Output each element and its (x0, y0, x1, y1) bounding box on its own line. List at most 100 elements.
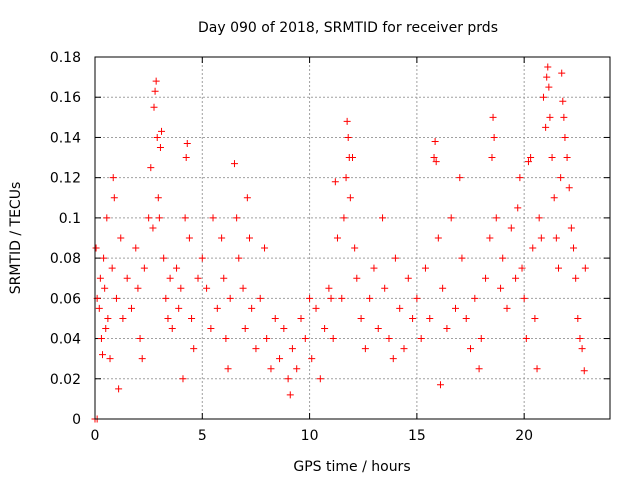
data-point (183, 139, 191, 147)
data-point (389, 355, 397, 363)
data-point (267, 365, 275, 373)
data-point (555, 264, 562, 272)
data-point (507, 224, 515, 232)
data-point (226, 294, 234, 302)
data-point (329, 335, 337, 343)
data-point (233, 214, 241, 222)
data-point (106, 355, 114, 363)
data-point (194, 274, 202, 282)
data-point (340, 214, 348, 222)
data-point (203, 284, 211, 292)
y-tick-label: 0 (72, 412, 81, 428)
data-point (123, 274, 131, 282)
data-point (432, 158, 440, 166)
data-point (497, 284, 505, 292)
chart-title: Day 090 of 2018, SRMTID for receiver prd… (198, 20, 498, 36)
data-point (529, 244, 537, 252)
data-point (316, 375, 324, 383)
data-point (342, 174, 350, 182)
data-points (91, 63, 589, 423)
data-point (346, 194, 354, 202)
data-point (520, 294, 528, 302)
data-point (524, 158, 532, 166)
data-point (209, 214, 217, 222)
data-point (99, 351, 107, 359)
data-point (108, 264, 116, 272)
data-point (321, 325, 329, 332)
data-point (152, 77, 160, 85)
data-point (546, 113, 554, 121)
data-point (293, 365, 301, 373)
data-point (381, 284, 389, 292)
data-point (301, 335, 309, 343)
data-point (475, 365, 483, 373)
data-point (361, 345, 369, 353)
x-tick-label: 5 (198, 428, 207, 444)
data-point (220, 274, 228, 282)
data-point (145, 214, 153, 222)
grid-lines (95, 57, 610, 419)
data-point (561, 133, 569, 141)
data-point (559, 97, 567, 105)
data-point (190, 345, 198, 353)
data-point (370, 264, 378, 272)
data-point (119, 314, 127, 322)
data-point (218, 234, 226, 242)
data-point (198, 254, 206, 262)
x-tick-label: 15 (408, 428, 426, 444)
data-point (173, 264, 181, 272)
data-point (284, 375, 292, 383)
data-point (580, 367, 588, 375)
data-point (177, 284, 185, 292)
data-point (182, 154, 190, 162)
data-point (489, 113, 497, 121)
data-point (160, 254, 168, 262)
data-point (492, 214, 500, 222)
data-point (558, 69, 566, 77)
y-tick-label: 0.04 (50, 332, 81, 348)
data-point (516, 174, 524, 182)
data-point (252, 345, 260, 353)
data-point (327, 294, 335, 302)
x-tick-label: 10 (301, 428, 319, 444)
data-point (150, 103, 158, 111)
data-point (443, 325, 451, 332)
y-tick-label: 0.12 (50, 171, 81, 187)
y-axis-label: SRMTID / TECUs (8, 182, 24, 295)
data-point (213, 304, 221, 312)
data-point (572, 274, 580, 282)
data-point (331, 178, 339, 186)
data-point (560, 113, 568, 121)
data-point (431, 137, 439, 145)
data-point (434, 234, 442, 242)
data-point (288, 345, 296, 353)
data-point (477, 335, 485, 343)
data-point (132, 244, 140, 252)
data-point (175, 304, 183, 312)
data-point (535, 214, 543, 222)
data-point (421, 264, 429, 272)
data-point (297, 314, 305, 322)
data-point (185, 234, 193, 242)
data-point (499, 254, 507, 262)
data-point (548, 154, 556, 162)
data-point (248, 304, 256, 312)
y-tick-label: 0.18 (50, 50, 81, 66)
data-point (357, 314, 365, 322)
data-point (413, 294, 421, 302)
data-point (436, 381, 444, 389)
data-point (581, 264, 589, 272)
data-point (456, 174, 464, 182)
data-point (486, 234, 494, 242)
data-point (374, 325, 382, 332)
data-point (550, 194, 558, 202)
data-point (353, 274, 361, 282)
data-point (149, 224, 157, 232)
data-point (162, 294, 170, 302)
x-axis-label: GPS time / hours (293, 459, 410, 475)
data-point (140, 264, 148, 272)
data-point (164, 314, 172, 322)
data-point (138, 355, 146, 363)
